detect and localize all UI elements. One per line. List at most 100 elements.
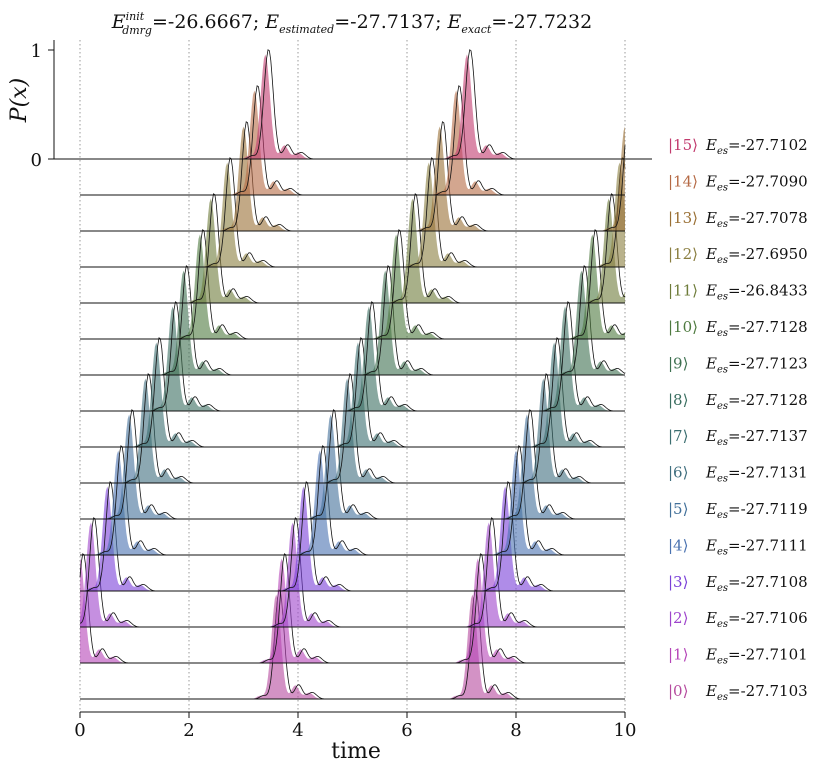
ridge-reference-10 <box>80 409 625 520</box>
legend-energy: Ees=-27.7102 <box>705 136 808 157</box>
ridge-reference-14 <box>79 553 625 664</box>
ridge-fill-10 <box>80 414 625 519</box>
ridge-reference-0 <box>80 49 625 160</box>
ridge-reference-12 <box>80 481 625 592</box>
legend-energy: Ees=-27.7111 <box>705 536 808 557</box>
legend-energy: Ees=-26.8433 <box>705 282 808 303</box>
legend-state-label: |12⟩ <box>668 245 698 263</box>
legend-item-10: |5⟩ Ees=-27.7119 <box>668 500 808 521</box>
legend-item-12: |3⟩ Ees=-27.7108 <box>668 573 808 594</box>
ridge-15 <box>80 589 625 700</box>
legend-state-label: |10⟩ <box>668 318 698 336</box>
legend-state-label: |13⟩ <box>668 209 698 227</box>
legend-energy: Ees=-27.7090 <box>705 172 808 193</box>
ridge-11 <box>80 445 625 556</box>
ridge-14 <box>79 553 625 664</box>
ridge-reference-9 <box>80 373 625 484</box>
ridge-fill-14 <box>80 558 625 663</box>
legend-energy: Ees=-27.7119 <box>705 500 808 521</box>
y-tick-label-1: 1 <box>31 41 42 62</box>
ridge-fill-1 <box>80 90 625 195</box>
ridge-reference-4 <box>80 193 626 304</box>
ridge-fill-11 <box>80 450 625 555</box>
ridge-reference-13 <box>79 517 625 628</box>
y-tick-label-0: 0 <box>31 150 42 171</box>
legend-item-5: |10⟩ Ees=-27.7128 <box>668 318 808 339</box>
legend-energy: Ees=-27.7108 <box>705 573 808 594</box>
legend-state-label: |2⟩ <box>668 609 688 627</box>
ridge-2 <box>80 121 626 232</box>
x-tick-label-2: 2 <box>183 720 194 741</box>
ridge-0 <box>80 49 625 160</box>
legend-item-8: |7⟩ Ees=-27.7137 <box>668 427 808 448</box>
ridge-series <box>79 49 626 700</box>
legend-item-2: |13⟩ Ees=-27.7078 <box>668 209 808 230</box>
legend-state-label: |15⟩ <box>668 136 698 154</box>
legend-energy: Ees=-27.7137 <box>705 427 808 448</box>
ridge-12 <box>80 481 625 592</box>
ridge-13 <box>79 517 625 628</box>
ridge-7 <box>80 301 625 412</box>
legend-state-label: |14⟩ <box>668 172 698 190</box>
legend: |15⟩ Ees=-27.7102 |14⟩ Ees=-27.7090 |13⟩ Ees=… <box>668 136 808 703</box>
ridge-5 <box>80 229 626 340</box>
x-tick-label-10: 10 <box>614 720 637 741</box>
legend-energy: Ees=-27.7128 <box>705 318 808 339</box>
legend-state-label: |7⟩ <box>668 427 688 445</box>
ridge-fill-13 <box>80 522 625 627</box>
legend-item-1: |14⟩ Ees=-27.7090 <box>668 172 808 193</box>
ridge-reference-1 <box>80 85 625 196</box>
ridge-3 <box>80 157 626 268</box>
ridge-fill-12 <box>80 486 625 591</box>
ridge-reference-6 <box>80 265 626 376</box>
legend-state-label: |11⟩ <box>668 282 698 300</box>
x-tick-label-0: 0 <box>74 720 85 741</box>
x-axis-label: time <box>331 739 381 764</box>
x-tick-label-6: 6 <box>401 720 412 741</box>
legend-item-11: |4⟩ Ees=-27.7111 <box>668 536 808 557</box>
ridge-1 <box>80 85 625 196</box>
x-ticks: 0 2 4 6 8 10 <box>74 712 636 741</box>
x-tick-label-8: 8 <box>510 720 521 741</box>
ridge-fill-3 <box>80 162 625 267</box>
legend-item-0: |15⟩ Ees=-27.7102 <box>668 136 808 157</box>
legend-item-13: |2⟩ Ees=-27.7106 <box>668 609 808 630</box>
legend-item-6: |9⟩ Ees=-27.7123 <box>668 354 808 375</box>
ridge-10 <box>80 409 625 520</box>
legend-energy: Ees=-27.7101 <box>705 646 808 667</box>
legend-energy: Ees=-27.7123 <box>705 354 808 375</box>
ridge-8 <box>80 337 625 448</box>
y-axis-label: P(x) <box>7 78 32 123</box>
legend-energy: Ees=-27.7103 <box>705 682 808 703</box>
legend-energy: Ees=-27.6950 <box>705 245 808 266</box>
legend-energy: Ees=-27.7128 <box>705 391 808 412</box>
legend-item-3: |12⟩ Ees=-27.6950 <box>668 245 808 266</box>
legend-state-label: |3⟩ <box>668 573 688 591</box>
ridge-fill-4 <box>80 198 625 303</box>
ridge-fill-0 <box>80 54 625 159</box>
legend-item-9: |6⟩ Ees=-27.7131 <box>668 464 808 485</box>
ridge-reference-2 <box>80 121 626 232</box>
ridge-fill-2 <box>80 126 625 231</box>
legend-state-label: |6⟩ <box>668 464 688 482</box>
legend-state-label: |8⟩ <box>668 391 688 409</box>
ridge-reference-3 <box>80 157 626 268</box>
legend-item-7: |8⟩ Ees=-27.7128 <box>668 391 808 412</box>
ridge-6 <box>80 265 626 376</box>
ridge-fill-5 <box>80 234 625 339</box>
legend-item-14: |1⟩ Ees=-27.7101 <box>668 646 808 667</box>
ridge-fill-7 <box>80 306 625 411</box>
legend-state-label: |5⟩ <box>668 500 688 518</box>
legend-item-15: |0⟩ Ees=-27.7103 <box>668 682 808 703</box>
ridge-fill-6 <box>80 270 625 375</box>
legend-energy: Ees=-27.7131 <box>705 464 808 485</box>
ridge-reference-5 <box>80 229 626 340</box>
legend-energy: Ees=-27.7078 <box>705 209 808 230</box>
y-axis: 1 0 P(x) <box>7 40 55 171</box>
legend-state-label: |0⟩ <box>668 682 688 700</box>
ridge-reference-15 <box>80 589 625 700</box>
ridge-fill-8 <box>80 342 625 447</box>
grid-lines <box>79 40 626 712</box>
legend-state-label: |4⟩ <box>668 536 688 554</box>
chart-title: Einit dmrg=-26.6667; Eestimated=-27.7137; E… <box>111 10 592 37</box>
